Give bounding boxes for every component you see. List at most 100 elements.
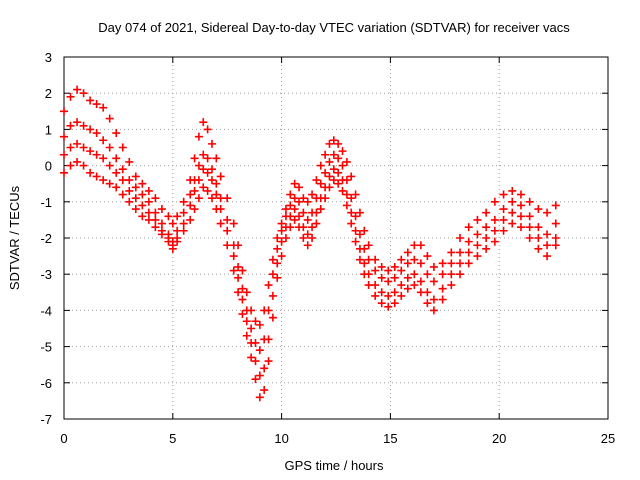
data-point (203, 154, 212, 163)
data-point (325, 172, 334, 181)
data-point (179, 219, 188, 228)
data-point (525, 223, 534, 232)
data-point (229, 252, 238, 261)
data-point (118, 143, 127, 152)
data-point (429, 262, 438, 271)
data-point (397, 281, 406, 290)
data-point (99, 103, 108, 112)
data-point (397, 291, 406, 300)
data-point (456, 248, 465, 257)
data-point (290, 215, 299, 224)
y-tick-label: -4 (40, 303, 52, 318)
data-point (543, 252, 552, 261)
data-point (290, 179, 299, 188)
series-track-b (60, 118, 560, 355)
data-point (105, 161, 114, 170)
data-point (79, 161, 88, 170)
data-point (173, 212, 182, 221)
data-point (525, 212, 534, 221)
data-point (534, 244, 543, 253)
data-point (242, 288, 251, 297)
data-point (212, 179, 221, 188)
x-tick-label: 0 (60, 431, 67, 446)
data-point (403, 259, 412, 268)
data-point (212, 190, 221, 199)
data-point (312, 208, 321, 217)
data-point (499, 215, 508, 224)
data-point (347, 194, 356, 203)
data-point (79, 89, 88, 98)
data-point (138, 179, 147, 188)
x-tick-label: 5 (169, 431, 176, 446)
data-point (131, 183, 140, 192)
data-point (334, 139, 343, 148)
data-point (125, 186, 134, 195)
data-point (371, 266, 380, 275)
data-point (60, 132, 68, 141)
data-point (447, 281, 456, 290)
data-point (216, 219, 225, 228)
y-tick-label: 3 (45, 50, 52, 65)
data-point (325, 157, 334, 166)
data-point (534, 234, 543, 242)
data-point (277, 252, 286, 261)
data-point (423, 252, 432, 261)
data-point (482, 234, 491, 242)
data-point (329, 136, 338, 145)
data-point (190, 186, 199, 195)
data-point (364, 255, 373, 264)
data-point (92, 172, 101, 181)
data-point (264, 335, 273, 344)
data-point (447, 270, 456, 279)
data-point (295, 223, 304, 232)
data-point (151, 223, 160, 232)
data-point (60, 150, 68, 159)
data-point (312, 176, 321, 185)
data-point (551, 234, 560, 242)
data-point (99, 154, 108, 163)
data-point (410, 255, 419, 264)
data-point (144, 186, 153, 195)
data-point (264, 281, 273, 290)
data-point (464, 223, 473, 232)
y-axis-label: SDTVAR / TECUs (7, 185, 22, 290)
data-point (508, 197, 517, 206)
data-point (516, 223, 525, 232)
data-point (86, 96, 95, 105)
data-point (186, 190, 195, 199)
data-point (516, 212, 525, 221)
data-point (255, 346, 264, 355)
data-point (168, 244, 177, 253)
data-point (199, 183, 208, 192)
data-point (268, 255, 277, 264)
data-point (179, 226, 188, 235)
data-point (66, 121, 75, 130)
data-point (303, 241, 312, 250)
data-point (447, 248, 456, 257)
data-point (234, 262, 243, 271)
data-point (456, 259, 465, 268)
data-point (397, 266, 406, 275)
data-point (238, 310, 247, 319)
data-point (164, 237, 173, 246)
data-point (73, 139, 82, 148)
data-point (255, 320, 264, 329)
y-tick-label: -5 (40, 340, 52, 355)
data-point (264, 306, 273, 315)
x-axis-label: GPS time / hours (285, 458, 384, 473)
data-point (199, 150, 208, 159)
data-point (173, 237, 182, 246)
data-point (207, 139, 216, 148)
data-point (303, 215, 312, 224)
data-point (384, 277, 393, 286)
data-point (299, 234, 308, 242)
y-tick-label: -1 (40, 195, 52, 210)
data-point (342, 157, 351, 166)
data-point (403, 248, 412, 257)
data-point (329, 150, 338, 159)
data-point (416, 259, 425, 268)
data-point (223, 226, 232, 235)
series-track-d (60, 157, 560, 402)
data-point (416, 288, 425, 297)
data-point (490, 215, 499, 224)
